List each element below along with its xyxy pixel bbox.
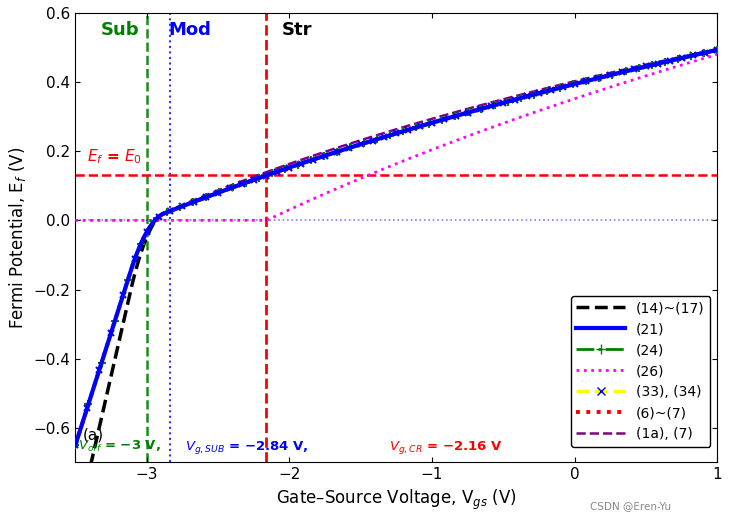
- (33), (34): [71, 442, 79, 448]
- (1a), (7): [182, 200, 191, 206]
- (1a), (7): [345, 141, 354, 147]
- (24): [182, 201, 191, 208]
- (33), (34): [631, 66, 640, 72]
- (26): [701, 55, 709, 61]
- Text: CSDN @Eren-Yu: CSDN @Eren-Yu: [590, 501, 671, 511]
- Line: (6)~(7): (6)~(7): [75, 50, 717, 445]
- (26): [71, 217, 79, 224]
- Text: $E_f$ = $E_0$: $E_f$ = $E_0$: [87, 147, 141, 166]
- (14)~(17): [631, 66, 640, 72]
- Line: (21): (21): [75, 50, 717, 445]
- X-axis label: Gate–Source Voltage, V$_{gs}$ (V): Gate–Source Voltage, V$_{gs}$ (V): [276, 488, 517, 512]
- (6)~(7): [317, 154, 326, 160]
- (24): [713, 47, 722, 53]
- Line: (33), (34): (33), (34): [75, 50, 717, 445]
- Text: Mod: Mod: [168, 21, 211, 39]
- (14)~(17): [182, 201, 191, 208]
- (6)~(7): [345, 145, 354, 151]
- Legend: (14)~(17), (21), (24), (26), (33), (34), (6)~(7), (1a), (7): (14)~(17), (21), (24), (26), (33), (34),…: [571, 296, 710, 446]
- (33), (34): [713, 47, 722, 53]
- (24): [701, 50, 709, 56]
- (1a), (7): [144, 226, 153, 232]
- (6)~(7): [701, 50, 709, 56]
- (1a), (7): [71, 442, 79, 448]
- (6)~(7): [713, 47, 722, 53]
- (21): [71, 442, 79, 448]
- (26): [345, 180, 354, 186]
- (21): [713, 47, 722, 53]
- (14)~(17): [144, 230, 153, 236]
- (14)~(17): [713, 47, 722, 53]
- (21): [701, 50, 709, 56]
- Text: (a): (a): [82, 428, 104, 443]
- (14)~(17): [701, 50, 709, 56]
- (1a), (7): [317, 150, 326, 156]
- Text: Str: Str: [282, 21, 313, 39]
- (26): [631, 76, 640, 82]
- (24): [317, 154, 326, 160]
- (6)~(7): [182, 201, 191, 208]
- (21): [144, 226, 153, 232]
- Line: (14)~(17): (14)~(17): [75, 50, 717, 519]
- (33), (34): [701, 50, 709, 56]
- (21): [182, 201, 191, 208]
- (24): [345, 145, 354, 151]
- (24): [71, 442, 79, 448]
- Line: (1a), (7): (1a), (7): [75, 49, 717, 445]
- Text: $V_{g,CR}$ = −2.16 V: $V_{g,CR}$ = −2.16 V: [389, 440, 503, 456]
- (21): [631, 66, 640, 72]
- (6)~(7): [71, 442, 79, 448]
- (33), (34): [144, 226, 153, 232]
- Line: (24): (24): [75, 50, 717, 445]
- Text: Sub: Sub: [101, 21, 140, 39]
- (1a), (7): [701, 49, 709, 55]
- (33), (34): [182, 201, 191, 208]
- Y-axis label: Fermi Potential, E$_f$ (V): Fermi Potential, E$_f$ (V): [7, 146, 28, 329]
- (21): [345, 145, 354, 151]
- Line: (26): (26): [75, 54, 717, 221]
- Text: $V_{off}$ = −3 V,: $V_{off}$ = −3 V,: [78, 440, 167, 455]
- (6)~(7): [144, 226, 153, 232]
- (24): [144, 226, 153, 232]
- (26): [713, 51, 722, 58]
- (21): [317, 154, 326, 160]
- (33), (34): [345, 145, 354, 151]
- Text: $V_{g,SUB}$ = −2.84 V,: $V_{g,SUB}$ = −2.84 V,: [185, 440, 315, 456]
- (26): [317, 192, 326, 198]
- (6)~(7): [631, 66, 640, 72]
- (1a), (7): [631, 64, 640, 70]
- (26): [144, 217, 153, 224]
- (14)~(17): [345, 145, 354, 151]
- (24): [631, 66, 640, 72]
- (33), (34): [317, 154, 326, 160]
- (14)~(17): [317, 154, 326, 160]
- (1a), (7): [713, 46, 722, 52]
- (26): [182, 217, 191, 224]
